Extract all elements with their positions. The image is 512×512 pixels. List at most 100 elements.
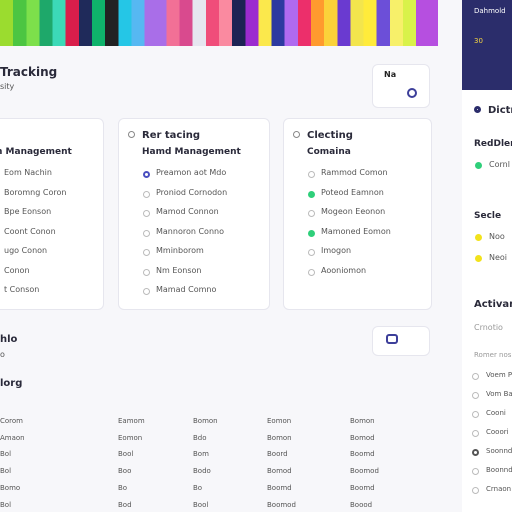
list-item: Mannoron Conno bbox=[156, 226, 224, 236]
table-cell: Bod bbox=[118, 500, 132, 509]
card bbox=[118, 118, 270, 310]
radio bbox=[308, 171, 315, 178]
radio bbox=[472, 449, 479, 456]
table-cell: Bom bbox=[193, 450, 209, 459]
group-label: Activam bbox=[474, 299, 512, 310]
list-item: Proniod Cornodon bbox=[156, 187, 228, 197]
status-dot bbox=[475, 234, 482, 241]
table-cell: Boood bbox=[350, 500, 373, 509]
caption: Romer nos bbox=[474, 351, 512, 359]
list-item: Preamon aot Mdo bbox=[156, 168, 227, 177]
list-item: Vom Ba bbox=[486, 390, 512, 398]
list-item: Eom Nachin bbox=[4, 168, 52, 177]
list-item: Boonnd bbox=[486, 466, 512, 474]
status-dot bbox=[475, 162, 482, 169]
table-cell: Boo bbox=[118, 467, 132, 476]
list-item: Cooori bbox=[486, 428, 509, 436]
table-cell: Boomod bbox=[267, 500, 296, 509]
table-cell: Amaon bbox=[0, 433, 25, 442]
section-subtitle: o bbox=[0, 350, 5, 359]
radio bbox=[308, 190, 315, 198]
sidebar bbox=[462, 90, 512, 512]
list-item: Mamod Connon bbox=[156, 207, 219, 216]
radio bbox=[143, 288, 150, 295]
table-cell: Corom bbox=[0, 417, 23, 425]
table-cell: Eomon bbox=[267, 417, 292, 425]
sidebar-top bbox=[462, 0, 512, 90]
list-item: ugo Conon bbox=[4, 246, 48, 255]
radio bbox=[143, 171, 150, 178]
list-item: Boromng Coron bbox=[4, 187, 67, 197]
page-title: Tracking bbox=[0, 65, 58, 79]
radio bbox=[143, 210, 150, 217]
button-label: Na bbox=[384, 70, 397, 79]
radio bbox=[308, 210, 315, 217]
card bbox=[0, 118, 104, 310]
table-cell: Boord bbox=[267, 450, 288, 459]
card-subtitle: Comaina bbox=[307, 147, 351, 157]
radio bbox=[472, 411, 479, 418]
table-cell: Bomod bbox=[350, 433, 375, 442]
radio bbox=[472, 392, 479, 399]
radio bbox=[472, 373, 479, 380]
table-cell: Bomo bbox=[0, 483, 21, 492]
table-cell: Bol bbox=[0, 467, 12, 476]
section-title: hlo bbox=[0, 334, 18, 345]
group-label: RedDlere bbox=[474, 139, 512, 149]
radio bbox=[143, 268, 150, 276]
table-cell: Bol bbox=[0, 500, 12, 509]
status: Neoi bbox=[489, 253, 508, 262]
list-item: t Conson bbox=[4, 285, 40, 294]
list-item: Imogon bbox=[321, 246, 352, 255]
list-item: Mamoned Eomon bbox=[321, 226, 391, 236]
table-cell: Bo bbox=[118, 483, 128, 492]
table-cell: Bomon bbox=[267, 433, 292, 442]
count: 30 bbox=[474, 37, 483, 45]
card-title: Rer tacing bbox=[142, 130, 201, 141]
table-cell: Bol bbox=[0, 450, 12, 459]
color-banner bbox=[0, 0, 438, 46]
card-subtitle: h Management bbox=[0, 147, 72, 157]
page-subtitle: sity bbox=[0, 82, 15, 91]
table-cell: Boomd bbox=[350, 450, 375, 459]
radio bbox=[308, 268, 315, 276]
table-cell: Eamom bbox=[118, 417, 145, 425]
top-button[interactable] bbox=[372, 64, 430, 108]
status: Cornl bbox=[489, 160, 510, 169]
list-item: Poteod Eamnon bbox=[321, 187, 384, 197]
icon bbox=[386, 334, 398, 344]
table-cell: Boomd bbox=[350, 483, 375, 492]
card-subtitle: Hamd Management bbox=[142, 147, 241, 157]
icon bbox=[407, 88, 417, 98]
list-item: Nm Eonson bbox=[156, 265, 202, 275]
list-item: Mminborom bbox=[156, 246, 204, 255]
table-cell: Bool bbox=[193, 500, 209, 509]
list-item: Crnaon bbox=[486, 485, 512, 493]
radio bbox=[143, 190, 150, 198]
table-cell: Boomd bbox=[267, 483, 292, 492]
table-title: lorg bbox=[0, 378, 23, 389]
radio bbox=[143, 229, 150, 237]
icon bbox=[474, 106, 481, 113]
title-icon bbox=[128, 131, 135, 138]
action-button[interactable] bbox=[372, 326, 430, 356]
table-cell: Bool bbox=[118, 450, 134, 459]
group-label: Secle bbox=[474, 211, 502, 221]
list-item: Soonnd bbox=[486, 447, 512, 455]
list-item: Mogeon Eeonon bbox=[321, 207, 386, 216]
table-cell: Bomon bbox=[193, 417, 218, 425]
sidebar-title: Dictribu bbox=[488, 105, 512, 116]
table-cell: Boomod bbox=[350, 467, 379, 476]
radio bbox=[143, 249, 150, 256]
status-dot bbox=[475, 255, 482, 262]
title-icon bbox=[293, 131, 300, 138]
list-item: Conon bbox=[4, 265, 30, 275]
list-item: Aooniomon bbox=[321, 265, 367, 275]
brand: Dahmold bbox=[474, 7, 506, 15]
card-title: Clecting bbox=[307, 130, 353, 141]
table-cell: Bodo bbox=[193, 467, 211, 476]
radio bbox=[472, 468, 479, 475]
status: Noo bbox=[489, 232, 505, 241]
table-cell: Bdo bbox=[193, 433, 207, 442]
